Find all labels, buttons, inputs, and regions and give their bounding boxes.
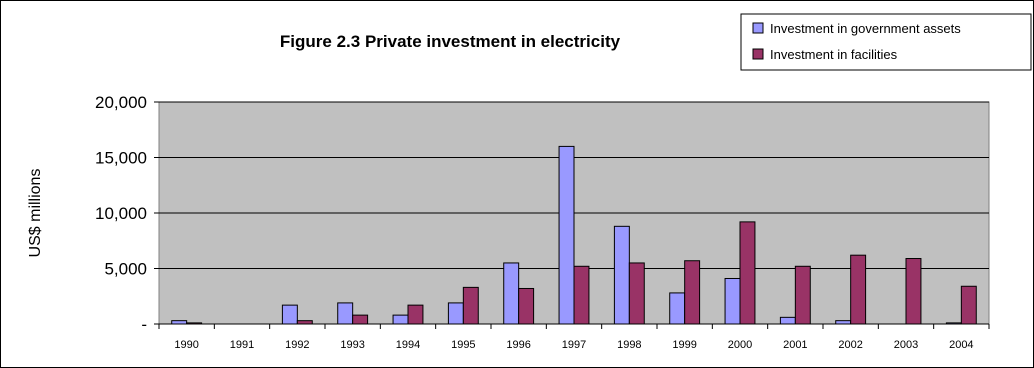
x-tick-label: 1997 (562, 339, 586, 351)
x-tick-label: 1994 (396, 339, 420, 351)
y-axis-ticks: - 5,000 10,000 15,000 20,000 (95, 93, 159, 334)
chart-title: Figure 2.3 Private investment in electri… (280, 32, 621, 51)
bar-facilities-1994 (407, 304, 424, 325)
y-tick-label: 5,000 (104, 260, 147, 279)
bar-facilities-2002 (850, 254, 867, 325)
bar-facilities-2003 (905, 258, 922, 325)
legend-label-facilities: Investment in facilities (770, 47, 898, 62)
bar-facilities-1993 (352, 314, 369, 325)
y-tick-label: 15,000 (95, 149, 147, 168)
y-tick-label: 10,000 (95, 204, 147, 223)
x-tick-label: 1992 (285, 339, 309, 351)
bar-government-assets-2001 (779, 316, 796, 325)
y-axis-label: US$ millions (27, 169, 44, 258)
bar-government-assets-1996 (503, 262, 520, 325)
x-tick-label: 1996 (506, 339, 530, 351)
legend-swatch-government-assets (752, 22, 764, 34)
x-axis-ticks: 1990 1991 1992 1993 1994 1995 1996 1997 1998 1999… (158, 324, 990, 351)
legend: Investment in government assets Investme… (740, 13, 1032, 71)
legend-label-government-assets: Investment in government assets (770, 21, 961, 36)
x-tick-label: 2002 (838, 339, 862, 351)
x-tick-label: 2004 (949, 339, 973, 351)
bar-government-assets-1995 (447, 302, 464, 325)
x-tick-label: 1998 (617, 339, 641, 351)
y-tick-label: - (141, 315, 147, 334)
bar-facilities-1998 (628, 262, 645, 325)
bar-facilities-1999 (684, 260, 701, 325)
bar-government-assets-1994 (392, 314, 409, 325)
x-tick-label: 2003 (894, 339, 918, 351)
bar-government-assets-1993 (337, 302, 354, 325)
bar-facilities-2004 (960, 285, 977, 325)
bar-government-assets-2000 (724, 277, 741, 325)
bar-government-assets-1992 (281, 304, 298, 325)
x-tick-label: 1990 (174, 339, 198, 351)
x-tick-label: 1993 (340, 339, 364, 351)
legend-swatch-facilities (752, 48, 764, 60)
x-tick-label: 1995 (451, 339, 475, 351)
bar-government-assets-1997 (558, 145, 575, 325)
bar-facilities-1995 (462, 286, 479, 325)
x-tick-label: 2000 (728, 339, 752, 351)
bar-government-assets-1998 (613, 225, 630, 325)
x-tick-label: 1991 (230, 339, 254, 351)
bar-facilities-2001 (794, 265, 811, 325)
legend-box (740, 13, 1032, 71)
x-tick-label: 1999 (672, 339, 696, 351)
bar-government-assets-1999 (669, 292, 686, 325)
bar-facilities-1996 (518, 287, 535, 325)
x-tick-label: 2001 (783, 339, 807, 351)
bar-facilities-2000 (739, 221, 756, 325)
bar-facilities-1997 (573, 265, 590, 325)
y-tick-label: 20,000 (95, 93, 147, 112)
